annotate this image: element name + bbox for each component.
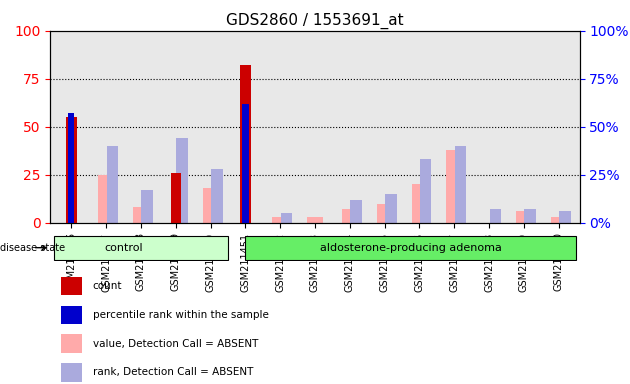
Bar [551, 217, 566, 223]
Bar [68, 113, 74, 223]
Bar [133, 207, 149, 223]
Bar [211, 169, 222, 223]
Bar [524, 209, 536, 223]
Bar [61, 306, 82, 324]
Text: disease state: disease state [0, 243, 65, 253]
Text: percentile rank within the sample: percentile rank within the sample [93, 310, 268, 320]
Text: value, Detection Call = ABSENT: value, Detection Call = ABSENT [93, 339, 258, 349]
Bar [240, 65, 251, 223]
Text: rank, Detection Call = ABSENT: rank, Detection Call = ABSENT [93, 367, 253, 377]
Bar [61, 334, 82, 353]
Bar [411, 184, 427, 223]
Text: aldosterone-producing adenoma: aldosterone-producing adenoma [320, 243, 501, 253]
Bar [281, 213, 292, 223]
Bar [307, 217, 323, 223]
Bar [490, 209, 501, 223]
Bar [203, 188, 219, 223]
Bar [61, 277, 82, 295]
FancyBboxPatch shape [54, 235, 228, 260]
Text: control: control [104, 243, 143, 253]
Bar [559, 211, 571, 223]
Bar [176, 138, 188, 223]
Bar [516, 211, 532, 223]
Bar [61, 363, 82, 382]
Bar [106, 146, 118, 223]
Bar [455, 146, 466, 223]
Bar [377, 204, 392, 223]
Bar [171, 173, 181, 223]
Bar [342, 209, 358, 223]
Bar [272, 217, 288, 223]
Bar [142, 190, 153, 223]
Title: GDS2860 / 1553691_at: GDS2860 / 1553691_at [226, 13, 404, 29]
Bar [447, 150, 462, 223]
Bar [350, 200, 362, 223]
Bar [66, 117, 76, 223]
Bar [98, 175, 114, 223]
Bar [242, 104, 248, 223]
FancyBboxPatch shape [245, 235, 576, 260]
Bar [385, 194, 397, 223]
Bar [420, 159, 432, 223]
Text: count: count [93, 281, 122, 291]
